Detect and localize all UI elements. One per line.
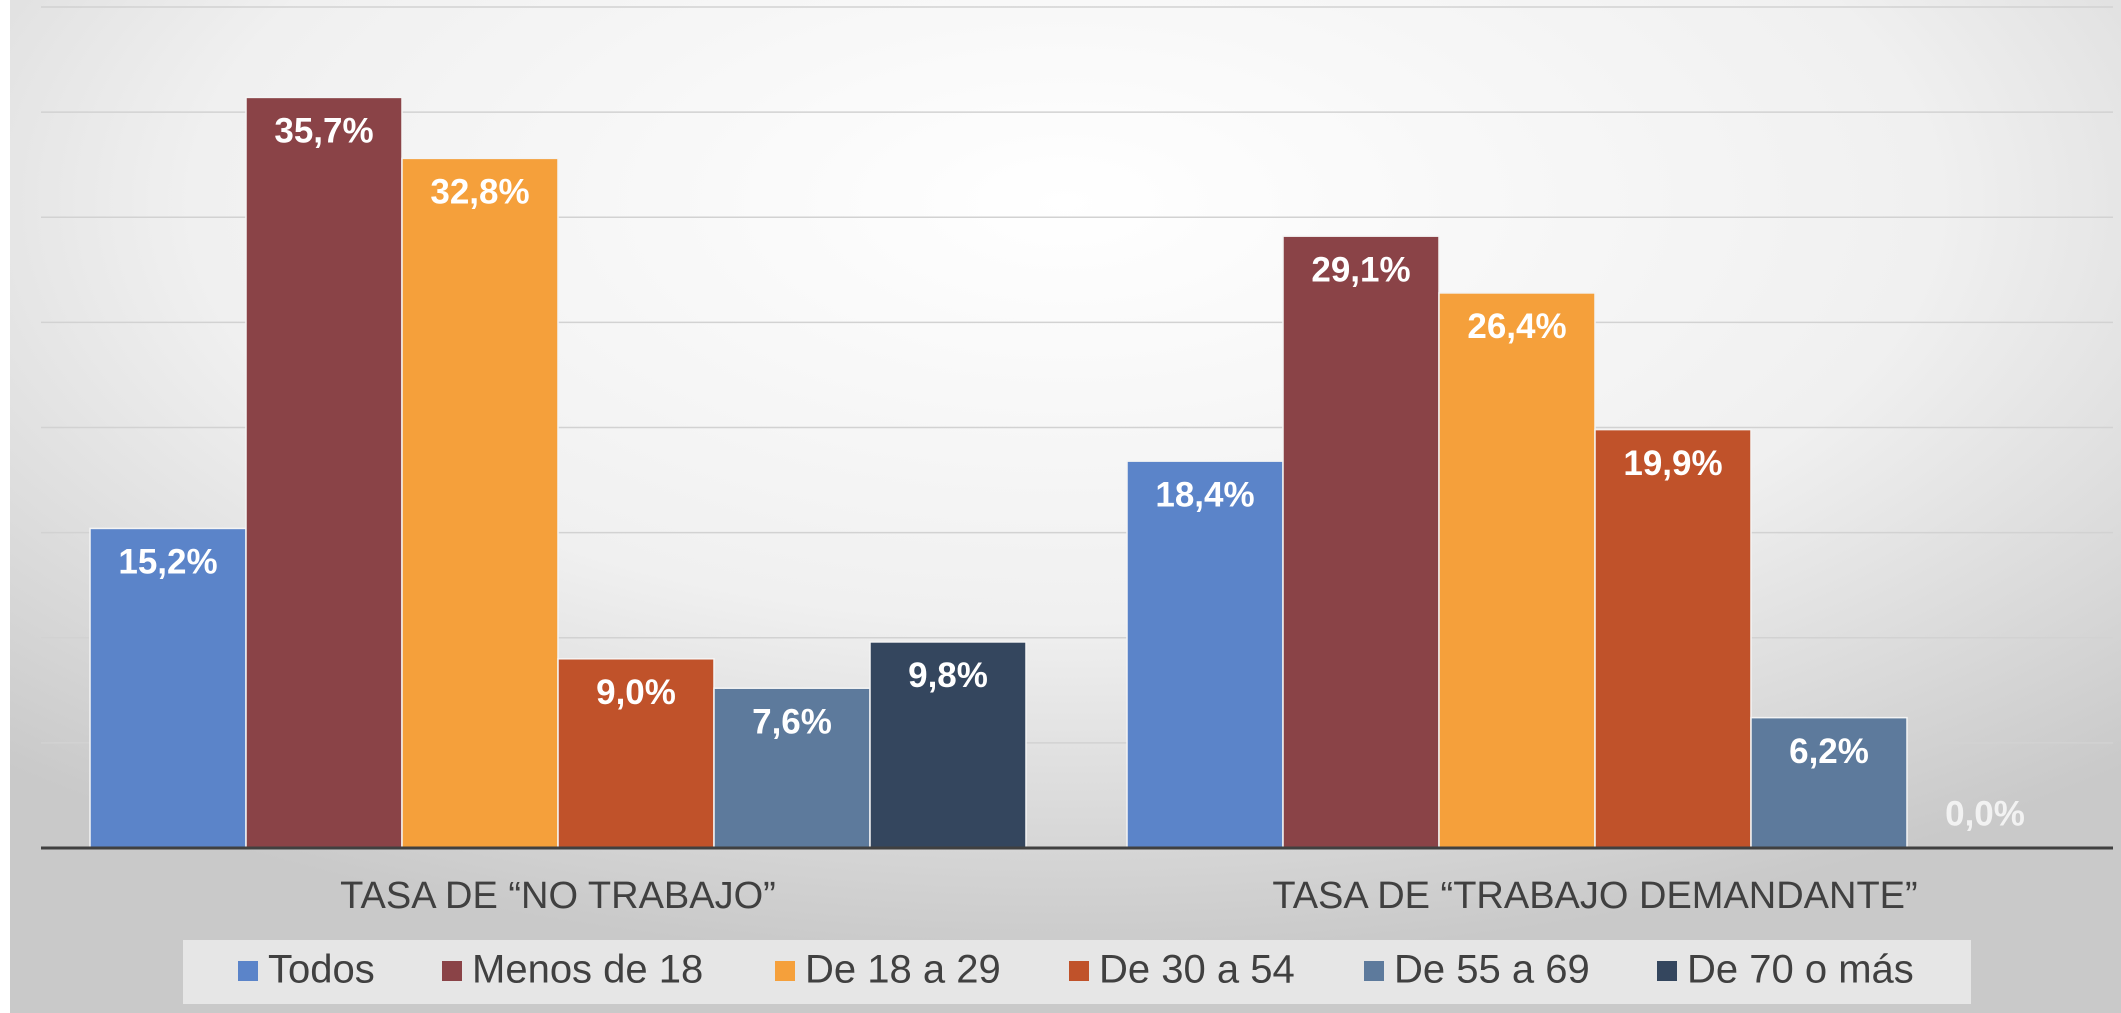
- legend-label: Todos: [268, 948, 375, 992]
- data-label: 7,6%: [752, 702, 832, 741]
- data-label: 29,1%: [1311, 250, 1410, 289]
- data-label: 9,0%: [596, 673, 676, 712]
- data-label: 26,4%: [1467, 307, 1566, 346]
- bar: [1594, 428, 1752, 849]
- legend-swatch: [1657, 961, 1677, 981]
- x-tick-label: TASA DE “TRABAJO DEMANDANTE”: [1272, 875, 1917, 917]
- bar: [557, 658, 715, 849]
- legend-label: De 30 a 54: [1099, 948, 1295, 992]
- data-label: 18,4%: [1155, 475, 1254, 514]
- bar: [713, 687, 871, 849]
- bar: [1750, 716, 1908, 849]
- legend-label: De 18 a 29: [805, 948, 1001, 992]
- legend-label: De 55 a 69: [1394, 948, 1590, 992]
- bar: [245, 96, 403, 849]
- legend-label: Menos de 18: [472, 948, 703, 992]
- data-label: 0,0%: [1945, 794, 2025, 833]
- bar: [89, 527, 247, 849]
- bar: [1126, 460, 1284, 849]
- data-label: 9,8%: [908, 656, 988, 695]
- legend-swatch: [775, 961, 795, 981]
- bar: [1438, 292, 1596, 849]
- data-label: 35,7%: [274, 112, 373, 151]
- legend-swatch: [1364, 961, 1384, 981]
- data-label: 32,8%: [430, 173, 529, 212]
- legend-swatch: [1069, 961, 1089, 981]
- legend-swatch: [238, 961, 258, 981]
- legend-label: De 70 o más: [1687, 948, 1914, 992]
- data-label: 6,2%: [1789, 732, 1869, 771]
- data-label: 15,2%: [118, 543, 217, 582]
- legend-swatch: [442, 961, 462, 981]
- bar: [1282, 235, 1440, 849]
- x-tick-label: TASA DE “NO TRABAJO”: [340, 875, 776, 917]
- bar: [869, 641, 1027, 849]
- data-label: 19,9%: [1623, 444, 1722, 483]
- bar: [401, 157, 559, 849]
